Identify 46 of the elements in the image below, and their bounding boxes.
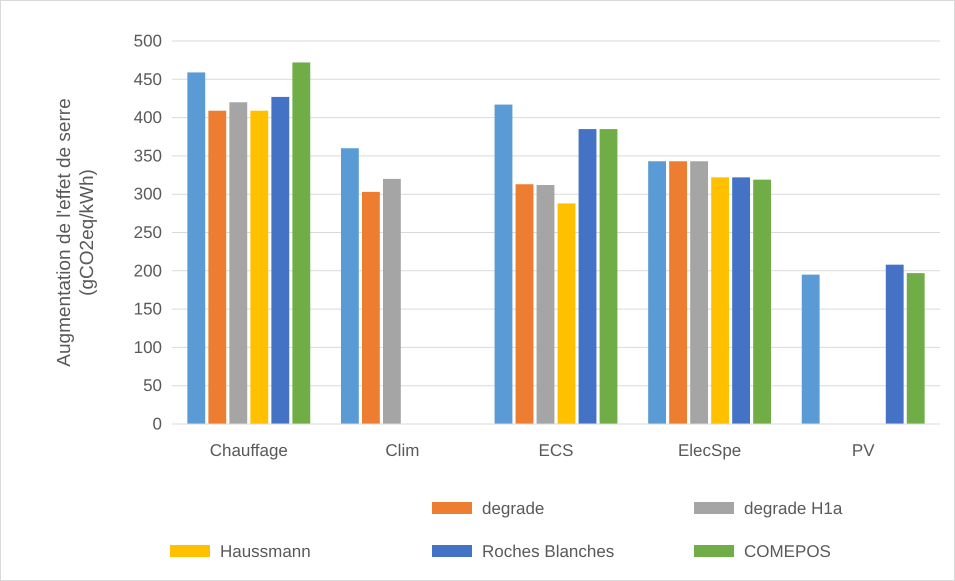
bar — [906, 273, 925, 424]
bar — [292, 62, 310, 424]
y-tick-label: 350 — [134, 146, 162, 166]
bar — [886, 264, 904, 424]
bar — [229, 102, 248, 424]
bar — [516, 184, 534, 424]
bar — [362, 192, 380, 424]
bar — [250, 110, 268, 424]
legend-label: Roches Blanches — [482, 542, 614, 561]
legend-label: degrade H1a — [744, 499, 843, 518]
bar — [669, 161, 688, 424]
y-tick-label: 0 — [152, 414, 162, 434]
bar — [578, 129, 596, 424]
bar — [340, 148, 359, 424]
bar — [732, 177, 750, 424]
y-tick-label: 300 — [134, 184, 162, 204]
y-tick-label: 50 — [143, 376, 162, 396]
bar — [494, 104, 512, 424]
bar — [558, 203, 576, 424]
x-tick-label: Chauffage — [210, 441, 288, 460]
x-tick-label: Clim — [385, 441, 420, 460]
y-tick-label: 500 — [134, 31, 162, 50]
legend-label: degrade — [482, 499, 544, 518]
bar — [753, 180, 772, 424]
y-axis-title: Augmentation de l'effet de serre (gCO2eq/kWh) — [54, 98, 98, 367]
legend-label: COMEPOS — [744, 542, 831, 561]
bar — [648, 161, 666, 424]
x-tick-label: ElecSpe — [678, 441, 742, 460]
y-tick-label: 100 — [134, 338, 162, 357]
y-tick-label: 450 — [134, 70, 162, 89]
bar — [802, 274, 820, 424]
x-tick-label: PV — [852, 441, 876, 460]
bar — [711, 177, 730, 424]
bar — [187, 72, 206, 424]
y-tick-label: 400 — [134, 108, 162, 128]
y-tick-label: 200 — [134, 261, 162, 280]
bar — [690, 161, 708, 424]
y-tick-label: 150 — [134, 300, 162, 319]
bar — [382, 178, 401, 424]
bar — [208, 110, 226, 424]
bar — [536, 185, 554, 424]
x-tick-label: ECS — [538, 441, 574, 460]
legend-label: Haussmann — [220, 542, 311, 561]
bar — [271, 96, 290, 424]
y-tick-label: 250 — [134, 222, 162, 242]
bar — [600, 129, 618, 424]
